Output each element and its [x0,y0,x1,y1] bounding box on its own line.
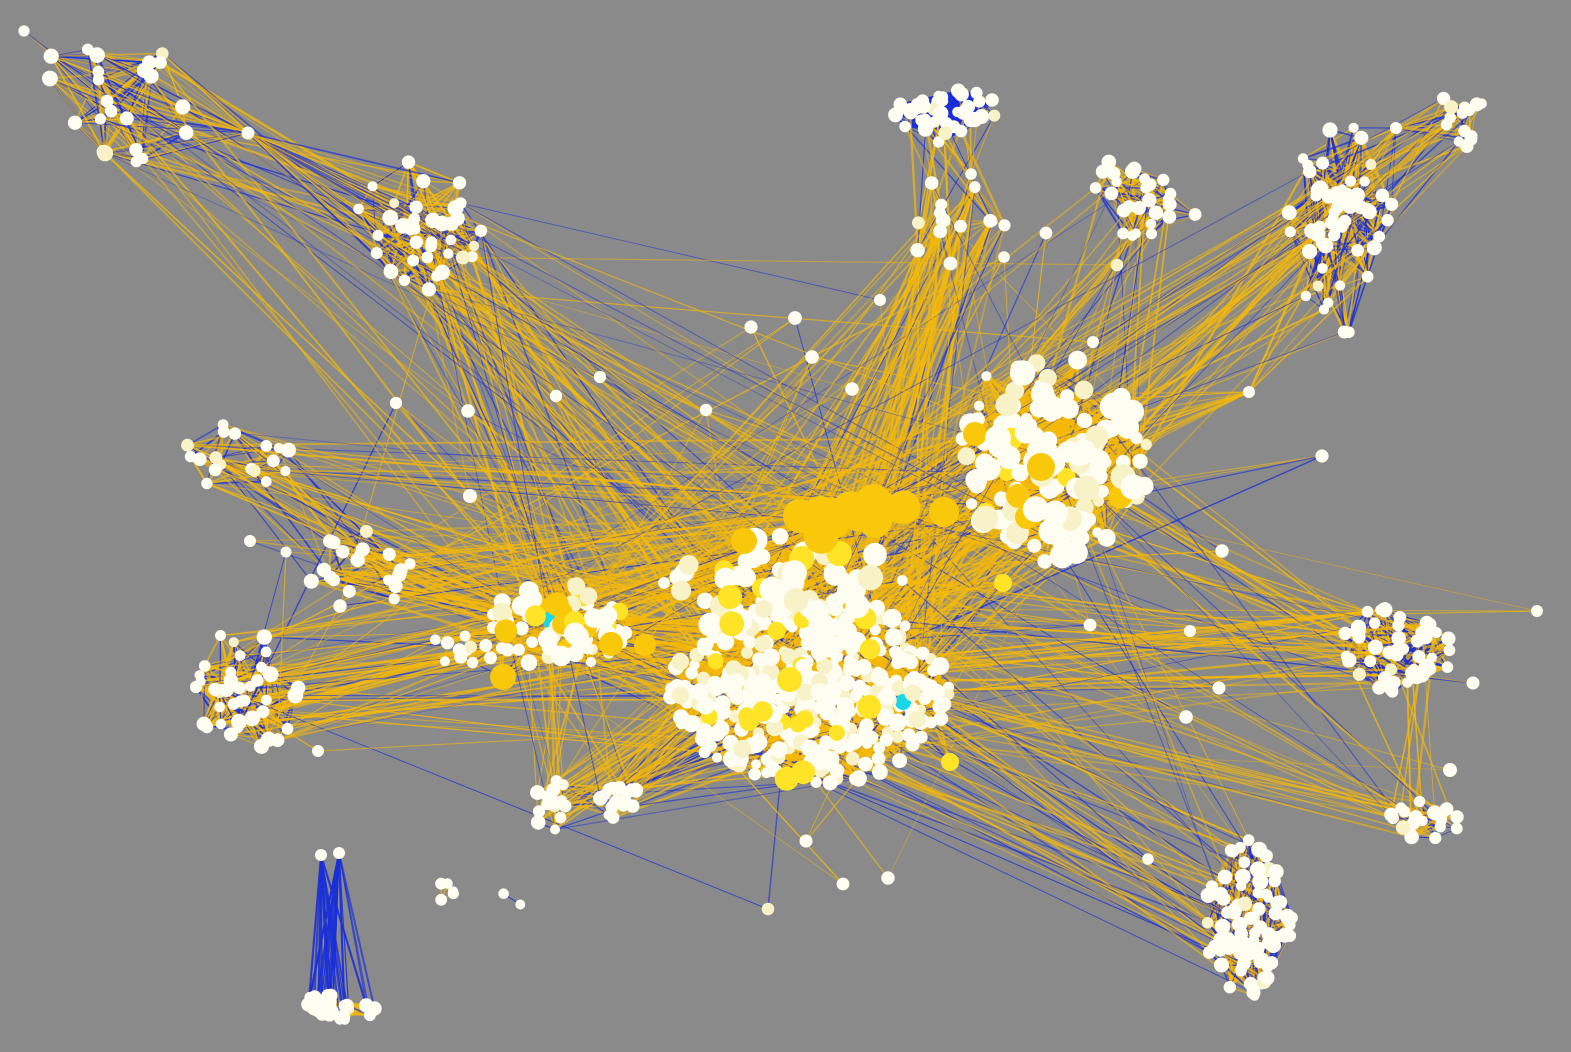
graph-edge [195,686,279,742]
graph-edge [86,49,106,154]
graph-edge [408,161,460,184]
graph-edge [96,54,144,159]
graph-edge [206,480,267,485]
graph-edge [206,470,286,485]
graph-edge [372,161,409,187]
graph-edge [49,78,106,154]
graph-edge [51,52,163,57]
graph-edge [219,634,268,701]
graph-edge [195,686,264,713]
graph-edge [187,423,224,446]
graph-edge [50,55,105,153]
graph-edge [96,55,101,120]
